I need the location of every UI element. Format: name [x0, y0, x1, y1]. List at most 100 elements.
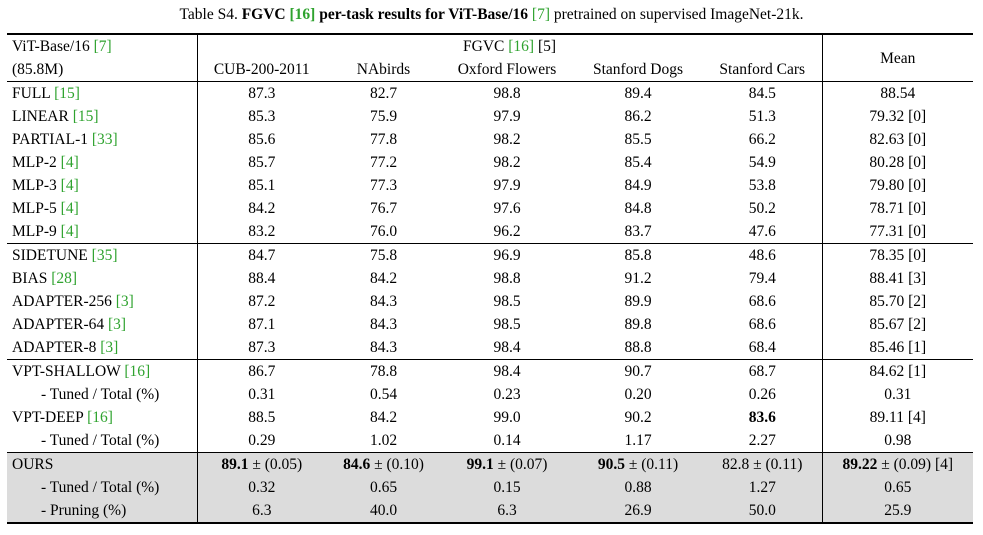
cell: 68.7 [703, 359, 823, 383]
cell: 77.8 [369, 131, 398, 148]
cell: 87.2 [248, 293, 276, 310]
table-row: - Tuned / Total (%) 0.29 1.02 0.14 1.17 2.27… [7, 429, 973, 453]
cell: 6.3 [441, 499, 573, 524]
cell: 66.2 [703, 128, 823, 151]
cell: 84.2 [369, 270, 398, 287]
model-ref[interactable]: [7] [93, 38, 112, 55]
mean-cell: 85.67 [2] [869, 316, 927, 333]
cell: 76.0 [369, 223, 398, 240]
cell: 88.5 [248, 409, 276, 426]
table-caption: Table S4. FGVC [16] per-task results for… [0, 6, 983, 24]
cell: 83.2 [248, 223, 276, 240]
mean-cell: 77.31 [0] [869, 223, 927, 240]
row-ref[interactable]: [33] [91, 131, 118, 148]
cell: 97.9 [493, 108, 521, 125]
row-ref[interactable]: [4] [60, 200, 79, 217]
row-name: MLP-2 [4] [7, 151, 198, 174]
cell: 98.8 [493, 270, 521, 287]
row-name: PARTIAL-1 [33] [7, 128, 198, 151]
mean-cell: 84.62 [1] [822, 359, 974, 383]
mean-cell: 89.11 [4] [869, 409, 926, 426]
cell: 85.1 [248, 177, 276, 194]
cell: 1.27 [703, 476, 823, 499]
caption-ref-b[interactable]: [7] [531, 6, 550, 23]
row-ref[interactable]: [16] [87, 409, 113, 426]
row-ref[interactable]: [35] [91, 247, 118, 264]
cell: 85.8 [573, 243, 703, 267]
row-name: MLP-5 [4] [7, 197, 198, 220]
row-ref[interactable]: [4] [60, 154, 79, 171]
mean-cell: 82.63 [0] [869, 131, 927, 148]
row-name: ADAPTER-256 [3] [7, 290, 198, 313]
cell: 91.2 [624, 270, 652, 287]
row-ref[interactable]: [28] [51, 270, 78, 287]
cell: 98.4 [493, 339, 521, 356]
col-header-nabirds: NAbirds [356, 61, 411, 78]
fgvc-ref[interactable]: [16] [508, 38, 535, 55]
cell: 84.7 [197, 243, 326, 267]
col-header-cub: CUB-200-2011 [213, 61, 310, 78]
cell: 82.7 [326, 81, 441, 105]
row-name: MLP-9 [4] [7, 220, 198, 244]
cell: 0.15 [441, 476, 573, 499]
cell: 79.4 [703, 267, 823, 290]
cell: 47.6 [703, 220, 823, 244]
cell: 98.2 [493, 154, 521, 171]
row-name: - Tuned / Total (%) [7, 383, 198, 406]
mean-cell: 89.22 ± (0.09) [4] [822, 452, 974, 476]
caption-ref-a[interactable]: [16] [289, 6, 316, 23]
cell: 83.7 [624, 223, 652, 240]
cell: 48.6 [703, 243, 823, 267]
cell: 97.6 [493, 200, 521, 217]
cell: 87.3 [248, 339, 276, 356]
cell: 77.3 [369, 177, 398, 194]
col-header-dogs: Stanford Dogs [593, 61, 683, 78]
cell: 84.3 [369, 339, 398, 356]
row-ref[interactable]: [4] [60, 177, 79, 194]
cell: 78.8 [326, 359, 441, 383]
cell: 0.65 [326, 476, 441, 499]
row-ref[interactable]: [4] [60, 223, 79, 240]
cell: 85.6 [248, 131, 276, 148]
cell: 68.6 [703, 290, 823, 313]
cell: 84.2 [248, 200, 276, 217]
table-row: MLP-3 [4] 85.1 77.3 97.9 84.9 53.8 79.80 [0] [7, 174, 973, 197]
cell: 89.4 [573, 81, 703, 105]
row-name: - Pruning (%) [7, 499, 198, 524]
caption-bold-a: FGVC [241, 6, 286, 23]
cell: 75.9 [369, 108, 398, 125]
cell: 50.0 [703, 499, 823, 524]
row-name: - Tuned / Total (%) [7, 476, 198, 499]
cell: 0.14 [493, 432, 521, 449]
cell: 89.1 ± (0.05) [197, 452, 326, 476]
table-row: ADAPTER-64 [3] 87.1 84.3 98.5 89.8 68.6 85.6… [7, 313, 973, 336]
table-row: LINEAR [15] 85.3 75.9 97.9 86.2 51.3 79.32 [… [7, 105, 973, 128]
table-row: VPT-SHALLOW [16] 86.7 78.8 98.4 90.7 68.7 84… [7, 359, 974, 383]
cell: 84.3 [369, 316, 398, 333]
row-ref[interactable]: [15] [54, 85, 80, 102]
row-ref[interactable]: [16] [124, 363, 151, 380]
cell: 68.6 [703, 313, 823, 336]
row-name: LINEAR [15] [7, 105, 198, 128]
cell: 68.4 [703, 336, 823, 360]
cell: 89.9 [624, 293, 652, 310]
cell: 84.8 [624, 200, 652, 217]
row-ref[interactable]: [15] [72, 108, 99, 125]
cell: 1.02 [369, 432, 398, 449]
row-ref[interactable]: [3] [100, 339, 119, 356]
table-row: MLP-5 [4] 84.2 76.7 97.6 84.8 50.2 78.71 [0] [7, 197, 973, 220]
mean-cell: 79.32 [0] [869, 108, 927, 125]
cell: 1.17 [624, 432, 652, 449]
cell: 84.5 [703, 81, 823, 105]
mean-cell: 80.28 [0] [869, 154, 927, 171]
table-row: - Pruning (%) 6.3 40.0 6.3 26.9 50.0 25.9 [7, 499, 974, 524]
table-row: - Tuned / Total (%) 0.32 0.65 0.15 0.88 1.27… [7, 476, 974, 499]
table-row: ADAPTER-256 [3] 87.2 84.3 98.5 89.9 68.6 85.… [7, 290, 973, 313]
model-params: (85.8M) [7, 58, 198, 82]
cell: 90.5 ± (0.11) [573, 452, 703, 476]
fgvc-group-header: FGVC [16] [5] [197, 33, 823, 58]
row-ref[interactable]: [3] [108, 316, 127, 333]
row-name: ADAPTER-8 [3] [7, 336, 198, 360]
cell: 0.31 [248, 386, 276, 403]
row-ref[interactable]: [3] [115, 293, 134, 310]
